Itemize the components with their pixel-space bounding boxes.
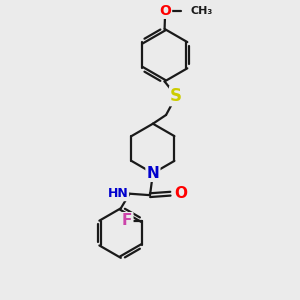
Text: O: O bbox=[174, 186, 187, 201]
Text: N: N bbox=[146, 166, 159, 181]
Text: CH₃: CH₃ bbox=[190, 7, 213, 16]
Text: O: O bbox=[159, 4, 171, 18]
Text: F: F bbox=[122, 213, 132, 228]
Text: HN: HN bbox=[107, 187, 128, 200]
Text: S: S bbox=[170, 87, 182, 105]
